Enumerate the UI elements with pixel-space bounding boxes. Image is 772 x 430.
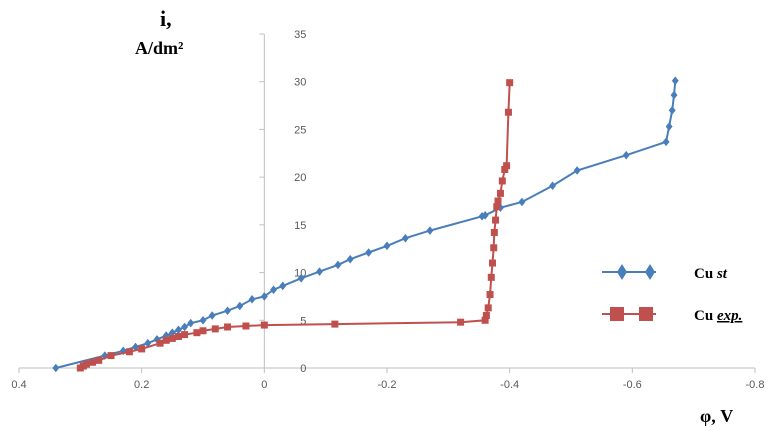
data-point: [242, 322, 250, 330]
data-point: [481, 210, 489, 220]
data-point: [199, 315, 207, 325]
data-point: [174, 333, 182, 341]
data-point: [482, 312, 490, 320]
y-axis-label-line1: i,: [160, 6, 172, 31]
data-point: [331, 320, 339, 328]
data-point: [199, 327, 207, 335]
x-tick-label: -0.2: [378, 379, 397, 391]
y-tick-label: 35: [294, 29, 306, 41]
data-point: [490, 244, 498, 252]
series-0: [52, 76, 679, 373]
data-point: [89, 358, 97, 366]
data-point: [156, 339, 164, 347]
y-tick-label: 0: [300, 363, 306, 375]
data-point: [260, 292, 268, 301]
x-tick-label: -0.4: [500, 379, 519, 391]
data-point: [346, 254, 354, 264]
y-tick-label: 25: [294, 124, 306, 136]
data-point: [493, 203, 501, 211]
data-point: [279, 281, 287, 291]
y-tick-label: 5: [300, 315, 306, 327]
data-point: [401, 233, 409, 243]
legend: Cu st Cu exp.: [602, 264, 742, 324]
y-tick-label: 30: [294, 77, 306, 89]
data-point: [496, 189, 504, 197]
data-point: [107, 352, 115, 360]
data-point: [504, 108, 512, 116]
x-tick-label: -0.8: [746, 379, 765, 391]
data-point: [665, 122, 673, 131]
y-tick-label: 20: [294, 172, 306, 184]
legend-diamond-icon: [645, 264, 655, 280]
data-point: [82, 360, 90, 368]
data-point: [494, 197, 502, 205]
data-point: [260, 321, 268, 329]
data-point: [334, 260, 342, 270]
data-point: [168, 334, 176, 342]
legend-label-cu-st: Cu st: [694, 266, 728, 282]
legend-entry-cu-exp: Cu exp.: [602, 307, 742, 324]
data-point: [236, 301, 244, 311]
data-point: [316, 267, 324, 277]
data-point: [193, 329, 201, 337]
data-point: [383, 241, 391, 251]
legend-square-icon: [639, 307, 653, 321]
legend-label-cu-exp: Cu exp.: [694, 308, 742, 324]
data-point: [486, 291, 494, 299]
data-point: [622, 150, 630, 160]
series-layer: [52, 76, 679, 373]
data-point: [297, 273, 305, 283]
data-point: [224, 323, 232, 331]
x-axis-label: φ, V: [700, 406, 733, 426]
data-point: [95, 356, 103, 364]
legend-diamond-icon: [617, 264, 627, 280]
data-point: [549, 181, 557, 191]
data-point: [457, 318, 465, 326]
x-tick-label: -0.6: [623, 379, 642, 391]
data-point: [670, 90, 678, 100]
data-point: [270, 285, 278, 295]
x-tick-label: 0: [261, 379, 267, 391]
data-point: [52, 363, 60, 373]
data-point: [211, 325, 219, 333]
x-axis-ticks: 0.4 0.2 0 -0.2 -0.4 -0.6 -0.8: [11, 368, 764, 391]
data-point: [181, 322, 189, 332]
y-tick-label: 15: [294, 220, 306, 232]
data-point: [481, 316, 489, 324]
series-line: [55, 80, 677, 369]
data-point: [503, 162, 511, 170]
x-tick-label: 0.2: [134, 379, 149, 391]
data-point: [518, 197, 526, 207]
data-point: [490, 228, 498, 236]
data-point: [668, 105, 676, 115]
data-point: [174, 325, 182, 335]
data-point: [662, 137, 670, 147]
y-axis-label-line2: A/dm²: [135, 38, 183, 58]
data-point: [208, 311, 216, 320]
legend-square-icon: [610, 307, 624, 321]
data-point: [498, 177, 506, 185]
data-point: [492, 216, 500, 224]
series-1: [76, 79, 514, 372]
legend-entry-cu-st: Cu st: [602, 264, 728, 282]
data-point: [506, 79, 514, 87]
data-point: [162, 336, 170, 344]
data-point: [187, 318, 195, 328]
data-point: [501, 166, 509, 174]
data-point: [125, 348, 133, 356]
x-tick-label: 0.4: [11, 379, 26, 391]
data-point: [181, 331, 189, 339]
data-point: [671, 76, 679, 86]
data-point: [426, 226, 434, 235]
data-point: [365, 248, 373, 257]
data-point: [138, 345, 146, 353]
data-point: [487, 273, 495, 281]
data-point: [573, 166, 581, 175]
data-point: [224, 306, 232, 316]
data-point: [248, 294, 256, 304]
data-point: [488, 259, 496, 267]
data-point: [484, 304, 492, 312]
